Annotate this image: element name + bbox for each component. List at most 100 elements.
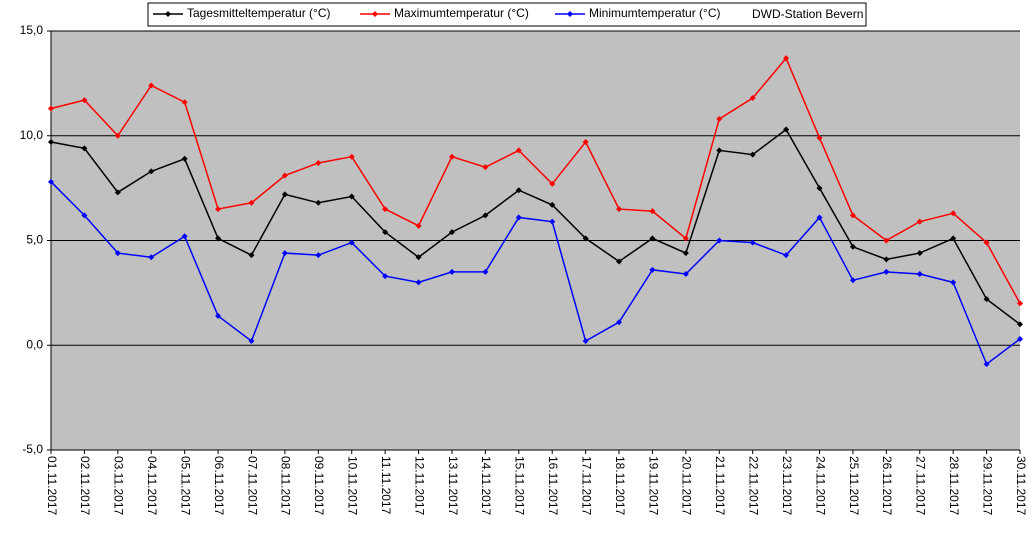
data-point	[515, 187, 522, 194]
x-tick-label: 14.11.2017	[479, 456, 493, 515]
x-tick-label: 22.11.2017	[747, 456, 761, 515]
data-point	[114, 250, 121, 257]
data-point	[983, 361, 990, 368]
legend-label: Minimumtemperatur (°C)	[589, 6, 720, 20]
data-point	[616, 258, 623, 265]
data-point	[482, 212, 489, 219]
data-point	[1017, 300, 1023, 307]
series-line	[50, 128, 1021, 325]
y-tick-label: 10,0	[20, 128, 44, 142]
data-point	[181, 99, 188, 106]
data-point	[716, 115, 723, 122]
data-point	[81, 212, 88, 219]
data-point	[48, 105, 54, 112]
data-point	[883, 256, 890, 263]
data-point	[48, 178, 54, 185]
x-tick-label: 09.11.2017	[312, 456, 326, 515]
x-tick-label: 30.11.2017	[1014, 456, 1028, 515]
x-tick-label: 17.11.2017	[579, 456, 593, 515]
data-point	[549, 180, 556, 187]
data-point	[983, 296, 990, 303]
data-point	[883, 268, 890, 275]
legend-marker	[165, 11, 171, 17]
x-tick-label: 13.11.2017	[446, 456, 460, 515]
data-point	[448, 268, 455, 275]
data-point	[181, 233, 188, 240]
x-tick-label: 16.11.2017	[546, 456, 560, 515]
data-point	[816, 185, 823, 192]
data-point	[549, 218, 556, 225]
data-point	[950, 235, 957, 242]
data-point	[649, 235, 656, 242]
x-tick-label: 26.11.2017	[880, 456, 894, 515]
data-point	[816, 134, 823, 141]
data-point	[315, 199, 322, 206]
data-point	[749, 95, 756, 102]
data-point	[48, 139, 54, 146]
data-point	[515, 147, 522, 154]
data-point	[215, 312, 222, 319]
y-tick-label: 15,0	[20, 23, 44, 37]
x-tick-label: 03.11.2017	[112, 456, 126, 515]
data-point	[783, 126, 790, 133]
data-point	[114, 132, 121, 139]
x-tick-label: 07.11.2017	[245, 456, 259, 515]
data-point	[215, 206, 222, 213]
data-point	[749, 151, 756, 158]
data-point	[649, 208, 656, 215]
data-point	[950, 279, 957, 286]
x-tick-label: 08.11.2017	[279, 456, 293, 515]
x-tick-label: 25.11.2017	[847, 456, 861, 515]
x-tick-label: 01.11.2017	[45, 456, 59, 515]
data-point	[1017, 335, 1023, 342]
series-line	[50, 181, 1021, 366]
y-tick-label: 5,0	[26, 233, 43, 247]
data-point	[849, 243, 856, 250]
x-tick-label: 19.11.2017	[646, 456, 660, 515]
annotation: DWD-Station Bevern	[752, 7, 863, 21]
x-tick-label: 27.11.2017	[914, 456, 928, 515]
data-point	[448, 153, 455, 160]
data-point	[281, 172, 288, 179]
x-tick-label: 02.11.2017	[78, 456, 92, 515]
data-point	[682, 271, 689, 278]
data-point	[215, 235, 222, 242]
x-tick-label: 29.11.2017	[980, 456, 994, 515]
x-tick-label: 10.11.2017	[346, 456, 360, 515]
data-point	[148, 168, 155, 175]
data-point	[415, 279, 422, 286]
data-point	[682, 235, 689, 242]
x-tick-label: 12.11.2017	[412, 456, 426, 515]
data-point	[616, 206, 623, 213]
x-tick-label: 05.11.2017	[178, 456, 192, 515]
data-point	[549, 201, 556, 208]
data-point	[281, 250, 288, 257]
data-point	[248, 252, 255, 259]
data-point	[983, 239, 990, 246]
data-point	[849, 212, 856, 219]
data-point	[783, 252, 790, 259]
data-point	[582, 139, 589, 146]
data-point	[482, 164, 489, 171]
data-point	[248, 338, 255, 345]
data-point	[415, 222, 422, 229]
data-point	[916, 218, 923, 225]
legend-label: Maximumtemperatur (°C)	[394, 6, 529, 20]
data-point	[415, 254, 422, 261]
data-point	[382, 206, 389, 213]
legend-marker	[372, 11, 378, 17]
data-point	[348, 239, 355, 246]
data-point	[448, 229, 455, 236]
data-point	[281, 191, 288, 198]
data-point	[348, 193, 355, 200]
data-point	[1017, 321, 1023, 328]
data-point	[382, 229, 389, 236]
data-point	[616, 319, 623, 326]
x-tick-label: 21.11.2017	[713, 456, 727, 515]
data-point	[81, 145, 88, 152]
data-point	[749, 239, 756, 246]
data-point	[382, 273, 389, 280]
data-point	[816, 214, 823, 221]
data-point	[248, 199, 255, 206]
